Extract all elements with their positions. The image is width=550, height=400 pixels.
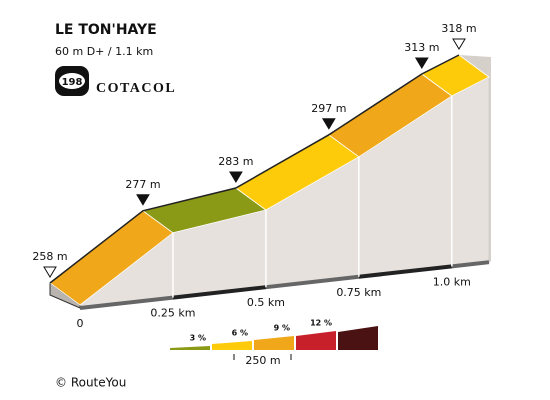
profile-edge (49, 54, 460, 284)
footer: © RouteYou (55, 376, 126, 390)
elevation-label: 313 m (404, 41, 439, 54)
elevation-marker (414, 57, 429, 69)
x-tick-label: 0.25 km (150, 307, 195, 320)
elevation-label: 277 m (125, 178, 160, 191)
scale-label: 250 m (245, 354, 280, 367)
chart-title: LE TON'HAYE (55, 22, 157, 38)
x-tick-label: 1.0 km (433, 275, 471, 288)
elevation-marker (229, 171, 243, 183)
legend-swatch (212, 341, 252, 350)
baseline-segment (172, 285, 267, 300)
elevation-marker (452, 38, 466, 50)
elevation-marker (321, 118, 336, 130)
baseline-segment (79, 295, 174, 310)
baseline-segment (358, 264, 453, 279)
legend-label: 9 % (274, 324, 290, 333)
badge-inner (59, 73, 85, 89)
legend-swatch (254, 336, 294, 350)
elevation-label: 283 m (218, 155, 253, 168)
legend-label: 3 % (190, 334, 206, 343)
elevation-marker (43, 266, 57, 278)
elevation-label: 297 m (311, 102, 346, 115)
legend-swatch (170, 346, 210, 350)
legend-swatch (296, 331, 336, 350)
legend-swatch (338, 326, 378, 350)
legend-label: 6 % (232, 329, 248, 338)
elevation-label: 318 m (441, 22, 476, 35)
x-tick-label: 0.75 km (336, 286, 381, 299)
baseline-segment (451, 260, 490, 269)
elevation-marker (136, 194, 150, 206)
baseline-segment (265, 274, 360, 290)
x-tick-label: 0 (77, 317, 84, 330)
legend-label: 12 % (310, 319, 332, 328)
badge-number: 198 (62, 77, 83, 88)
x-tick-label: 0.5 km (247, 296, 285, 309)
brand: COTACOL (96, 81, 176, 96)
elevation-label: 258 m (32, 250, 67, 263)
subtitle: 60 m D+ / 1.1 km (55, 45, 153, 58)
